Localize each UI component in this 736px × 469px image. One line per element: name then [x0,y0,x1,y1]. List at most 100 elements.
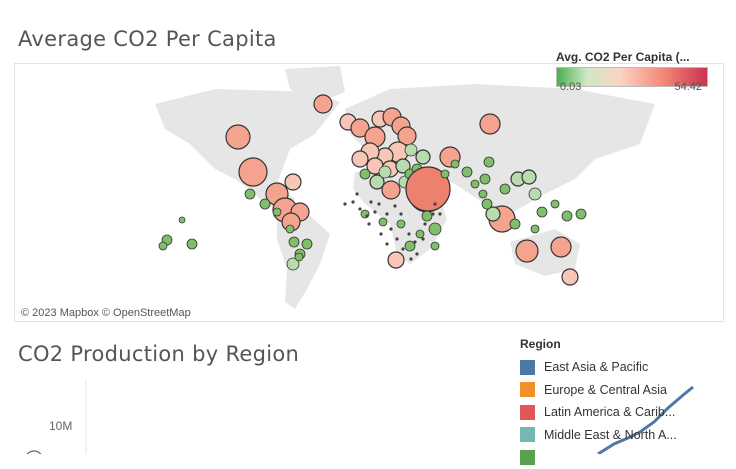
map-canvas[interactable] [15,64,723,321]
small-country-dot[interactable] [431,212,435,216]
country-bubble[interactable] [350,118,370,138]
country-bubble[interactable] [509,218,521,230]
small-country-dot[interactable] [421,237,425,241]
region-legend-title[interactable]: Region [520,337,561,351]
country-bubble[interactable] [395,158,411,174]
country-bubble[interactable] [536,206,548,218]
country-bubble[interactable] [483,156,495,168]
small-country-dot[interactable] [409,257,413,261]
chart-title: CO2 Production by Region [18,342,300,366]
color-legend-title[interactable]: Avg. CO2 Per Capita (... [556,50,690,64]
country-bubble[interactable] [479,113,501,135]
small-country-dot[interactable] [385,212,389,216]
country-bubble[interactable] [397,126,417,146]
small-country-dot[interactable] [399,212,403,216]
small-country-dot[interactable] [385,242,389,246]
map-title: Average CO2 Per Capita [18,27,277,51]
country-bubble[interactable] [178,216,186,224]
country-bubble[interactable] [575,208,587,220]
small-country-dot[interactable] [343,202,347,206]
small-country-dot[interactable] [401,247,405,251]
country-bubble[interactable] [528,187,542,201]
small-country-dot[interactable] [369,200,373,204]
country-bubble[interactable] [238,157,268,187]
small-country-dot[interactable] [365,214,369,218]
small-country-dot[interactable] [423,222,427,226]
country-bubble[interactable] [225,124,251,150]
legend-item-partial[interactable] [520,446,730,469]
swatch-middle-east [520,427,535,443]
country-bubble[interactable] [450,159,460,169]
legend-item-middle-east[interactable]: Middle East & North A... [520,424,730,447]
small-country-dot[interactable] [413,240,417,244]
small-country-dot[interactable] [389,227,393,231]
country-bubble[interactable] [430,241,440,251]
swatch-east-asia [520,359,535,375]
small-country-dot[interactable] [377,202,381,206]
country-bubble[interactable] [561,210,573,222]
small-country-dot[interactable] [407,232,411,236]
country-bubble[interactable] [404,240,416,252]
swatch-europe [520,382,535,398]
country-bubble[interactable] [285,224,295,234]
small-country-dot[interactable] [393,204,397,208]
country-bubble[interactable] [359,168,371,180]
small-country-dot[interactable] [438,212,442,216]
small-country-dot[interactable] [358,207,362,211]
legend-item-latin-america[interactable]: Latin America & Carib... [520,401,730,424]
country-bubble[interactable] [284,173,302,191]
legend-item-east-asia[interactable]: East Asia & Pacific [520,356,730,379]
small-country-dot[interactable] [433,202,437,206]
small-country-dot[interactable] [367,222,371,226]
country-bubble[interactable] [499,183,511,195]
map-attribution[interactable]: © 2023 Mapbox © OpenStreetMap [19,307,193,319]
country-bubble[interactable] [530,224,540,234]
swatch-partial [520,449,535,465]
country-bubble[interactable] [478,189,488,199]
country-bubble[interactable] [440,169,450,179]
country-bubble[interactable] [421,210,433,222]
country-bubble[interactable] [301,238,313,250]
series-line-east-asia[interactable] [597,385,694,454]
small-country-dot[interactable] [351,200,355,204]
country-bubble[interactable] [470,179,480,189]
small-country-dot[interactable] [379,232,383,236]
country-bubble[interactable] [415,149,431,165]
country-bubble[interactable] [404,143,418,157]
country-bubble[interactable] [550,199,560,209]
country-bubble[interactable] [288,236,300,248]
small-country-dot[interactable] [373,210,377,214]
line-chart-area[interactable] [0,370,736,454]
small-country-dot[interactable] [395,237,399,241]
country-bubble[interactable] [485,206,501,222]
country-bubble[interactable] [186,238,198,250]
country-bubble[interactable] [428,222,442,236]
country-bubble[interactable] [313,94,333,114]
north-america-shape [155,89,340,212]
country-bubble[interactable] [387,251,405,269]
country-bubble[interactable] [294,252,304,262]
country-bubble[interactable] [461,166,473,178]
country-bubble[interactable] [158,241,168,251]
country-bubble[interactable] [515,239,539,263]
country-bubble[interactable] [381,180,401,200]
country-bubble[interactable] [378,165,392,179]
country-bubble[interactable] [244,188,256,200]
small-country-dot[interactable] [415,252,419,256]
country-bubble[interactable] [369,174,385,190]
country-bubble[interactable] [479,173,491,185]
country-bubble[interactable] [481,198,493,210]
country-bubble[interactable] [396,219,406,229]
country-bubble[interactable] [550,236,572,258]
country-bubble[interactable] [351,150,369,168]
small-country-dot[interactable] [355,192,359,196]
country-bubble[interactable] [286,257,300,271]
country-bubble[interactable] [272,207,282,217]
country-bubble[interactable] [415,229,425,239]
legend-item-europe[interactable]: Europe & Central Asia [520,379,730,402]
country-bubble[interactable] [378,217,388,227]
country-bubble[interactable] [259,198,271,210]
co2-map[interactable]: © 2023 Mapbox © OpenStreetMap [14,63,724,322]
country-bubble[interactable] [521,169,537,185]
country-bubble[interactable] [561,268,579,286]
